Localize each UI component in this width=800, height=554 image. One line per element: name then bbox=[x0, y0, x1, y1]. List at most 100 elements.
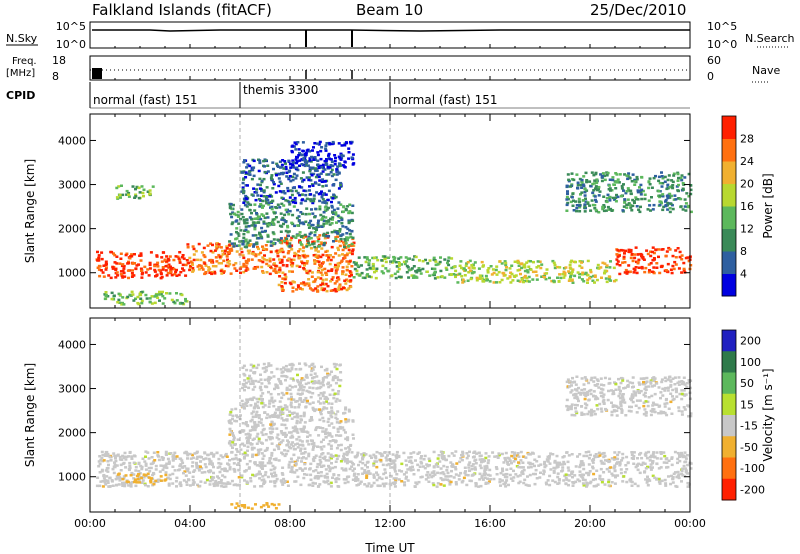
data-cell bbox=[678, 255, 682, 259]
data-cell bbox=[271, 187, 275, 190]
data-cell bbox=[298, 159, 302, 162]
data-cell bbox=[503, 482, 507, 486]
data-cell bbox=[295, 161, 298, 165]
data-cell bbox=[372, 475, 376, 478]
data-cell bbox=[258, 187, 262, 190]
data-cell bbox=[650, 270, 654, 273]
data-cell bbox=[276, 252, 280, 255]
data-cell bbox=[667, 475, 670, 478]
data-cell bbox=[249, 477, 253, 480]
data-cell bbox=[231, 417, 234, 421]
data-cell bbox=[633, 180, 637, 183]
data-cell bbox=[451, 465, 455, 468]
data-cell bbox=[244, 240, 248, 243]
data-cell bbox=[327, 154, 330, 157]
data-cell bbox=[335, 457, 339, 461]
data-cell bbox=[347, 244, 351, 248]
data-cell bbox=[307, 454, 311, 458]
data-cell bbox=[645, 481, 649, 484]
data-cell bbox=[148, 263, 152, 267]
data-cell bbox=[305, 389, 309, 393]
data-cell bbox=[150, 302, 154, 305]
data-cell bbox=[595, 178, 599, 181]
data-cell bbox=[101, 459, 105, 463]
data-cell bbox=[248, 374, 252, 378]
data-cell bbox=[349, 235, 353, 239]
data-cell bbox=[331, 378, 335, 382]
data-cell bbox=[564, 476, 568, 480]
data-cell bbox=[568, 474, 572, 477]
data-cell bbox=[628, 203, 632, 207]
data-cell bbox=[308, 157, 312, 160]
data-cell bbox=[298, 388, 302, 391]
data-cell bbox=[503, 456, 507, 460]
data-cell bbox=[610, 413, 614, 417]
data-cell bbox=[313, 372, 317, 375]
data-cell bbox=[303, 467, 307, 470]
data-cell bbox=[504, 451, 508, 455]
data-cell bbox=[145, 297, 149, 300]
data-cell bbox=[284, 167, 288, 171]
data-cell bbox=[356, 264, 360, 267]
data-cell bbox=[291, 290, 295, 293]
data-cell bbox=[210, 271, 214, 274]
data-cell bbox=[161, 458, 165, 461]
data-cell bbox=[652, 203, 656, 207]
data-cell bbox=[241, 181, 245, 185]
data-cell bbox=[295, 174, 299, 177]
data-cell bbox=[659, 265, 663, 268]
data-cell bbox=[191, 461, 195, 464]
data-cell bbox=[495, 281, 498, 284]
data-cell bbox=[512, 469, 515, 473]
data-cell bbox=[580, 266, 584, 269]
data-cell bbox=[502, 461, 506, 464]
data-cell bbox=[125, 193, 129, 196]
data-cell bbox=[270, 399, 274, 402]
data-cell bbox=[98, 274, 102, 278]
data-cell bbox=[313, 245, 317, 249]
data-cell bbox=[232, 462, 236, 465]
data-cell bbox=[267, 405, 271, 408]
data-cell bbox=[290, 368, 294, 371]
data-cell bbox=[394, 477, 398, 480]
data-cell bbox=[676, 461, 679, 465]
data-cell bbox=[663, 175, 667, 179]
data-cell bbox=[237, 222, 241, 225]
data-cell bbox=[348, 467, 352, 471]
data-cell bbox=[266, 475, 270, 479]
data-cell bbox=[638, 471, 642, 475]
data-cell bbox=[311, 201, 315, 205]
data-cell bbox=[185, 452, 189, 455]
data-cell bbox=[338, 244, 342, 248]
data-cell bbox=[273, 387, 276, 391]
data-cell bbox=[247, 432, 251, 436]
data-cell bbox=[252, 364, 256, 368]
data-cell bbox=[333, 439, 337, 442]
data-cell bbox=[229, 202, 233, 206]
data-cell bbox=[535, 278, 539, 281]
data-cell bbox=[538, 260, 542, 263]
data-cell bbox=[305, 271, 309, 274]
data-cell bbox=[320, 218, 324, 221]
data-cell bbox=[209, 258, 213, 262]
data-cell bbox=[623, 173, 627, 176]
data-cell bbox=[144, 483, 147, 487]
data-cell bbox=[636, 189, 640, 192]
data-cell bbox=[236, 450, 240, 453]
data-cell bbox=[643, 471, 646, 474]
data-cell bbox=[264, 244, 268, 247]
data-cell bbox=[636, 260, 640, 264]
data-cell bbox=[290, 434, 294, 437]
data-cell bbox=[112, 452, 116, 455]
data-cell bbox=[204, 264, 208, 267]
data-cell bbox=[294, 201, 298, 205]
data-cell bbox=[416, 468, 420, 472]
data-cell bbox=[411, 276, 415, 279]
data-cell bbox=[594, 453, 598, 456]
data-cell bbox=[236, 415, 239, 419]
data-cell bbox=[614, 172, 618, 175]
data-cell bbox=[478, 458, 482, 461]
data-cell bbox=[302, 452, 306, 455]
data-cell bbox=[615, 253, 619, 256]
data-cell bbox=[553, 459, 557, 463]
